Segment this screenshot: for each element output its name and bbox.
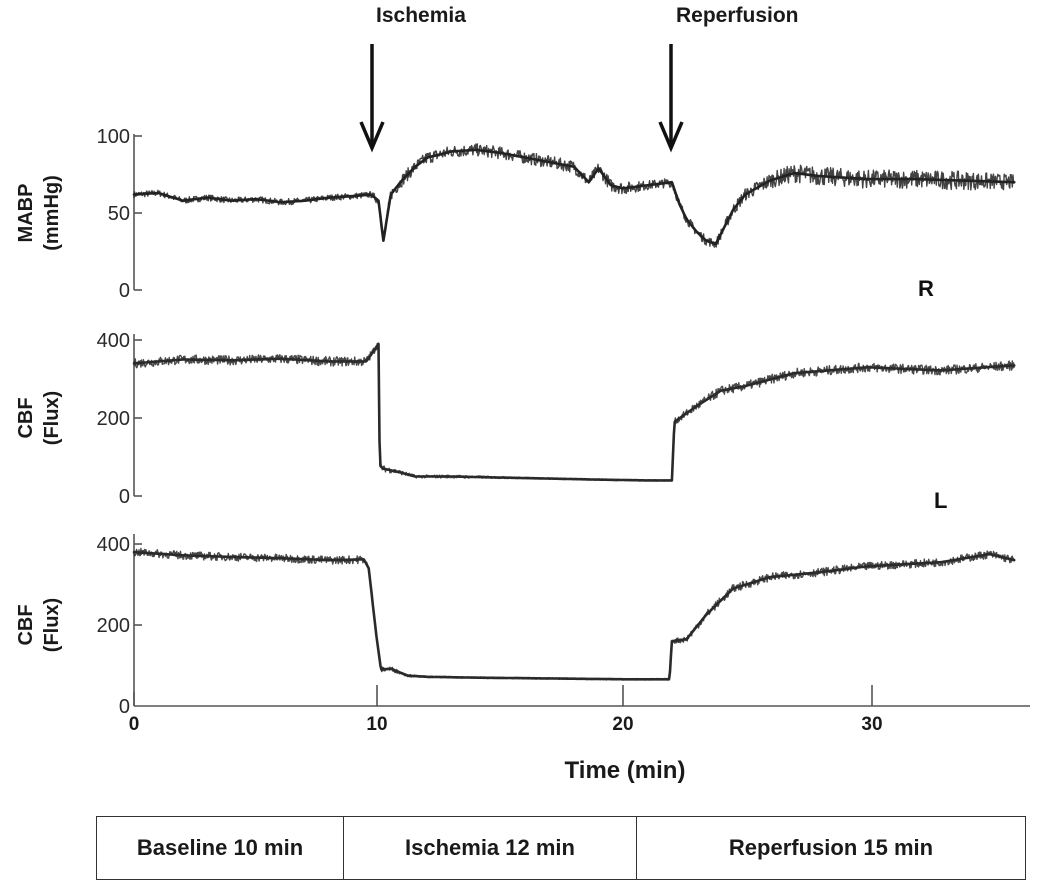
mabp-ytick-0: 0 — [119, 280, 130, 302]
ischemia-label: Ischemia — [376, 4, 466, 27]
xtick-10: 10 — [366, 714, 387, 735]
mabp-ytick-100: 100 — [97, 126, 130, 148]
cbf-l-ylabel-line2: (Flux) — [41, 598, 63, 652]
panel-label-l: L — [934, 488, 947, 513]
trace-noise-mabp — [133, 143, 1015, 248]
reperfusion-label: Reperfusion — [676, 4, 799, 27]
cbf-r-ytick-0: 0 — [119, 486, 130, 508]
panel-mabp: 0 50 100 MABP (mmHg) R — [15, 126, 1016, 302]
xtick-30: 30 — [861, 714, 882, 735]
ischemia-arrowhead — [359, 121, 385, 153]
mabp-trace — [132, 143, 1016, 248]
phase-baseline: Baseline 10 min — [136, 835, 304, 860]
cbf-l-ytick-200: 200 — [97, 615, 130, 637]
cbf-r-ytick-400: 400 — [97, 330, 130, 352]
xtick-20: 20 — [612, 714, 633, 735]
cbf-right-trace — [132, 342, 1016, 482]
cbf-l-ytick-0: 0 — [119, 696, 130, 718]
xtick-0: 0 — [129, 714, 140, 735]
cbf-left-trace — [132, 547, 1016, 681]
phase-ischemia: Ischemia 12 min — [343, 817, 636, 879]
mabp-ylabel-line2: (mmHg) — [41, 175, 63, 251]
x-axis: 0 10 20 30 Time (min) — [129, 685, 1030, 784]
cbf-r-ylabel-line1: CBF — [15, 397, 37, 438]
trace-line-mabp — [132, 148, 1016, 246]
trace-noise-cbf-r — [133, 342, 1015, 482]
cbf-l-ylabel-line1: CBF — [15, 604, 37, 645]
phase-table: Baseline 10 min Ischemia 12 min Reperfus… — [96, 816, 1026, 880]
panel-cbf-right: 0 200 400 CBF (Flux) L — [15, 330, 1016, 513]
trace-noise-cbf-l — [133, 547, 1015, 681]
reperfusion-arrowhead — [658, 121, 684, 153]
cbf-l-ytick-400: 400 — [97, 534, 130, 556]
mabp-ylabel-line1: MABP — [15, 184, 37, 243]
x-axis-title: Time (min) — [565, 757, 686, 784]
cbf-r-ylabel-line2: (Flux) — [41, 391, 63, 445]
phase-reperfusion: Reperfusion 15 min — [636, 817, 1025, 879]
cbf-r-ytick-200: 200 — [97, 408, 130, 430]
panel-cbf-left: 0 200 400 CBF (Flux) — [15, 534, 1016, 718]
trace-line-cbf-r — [132, 342, 1016, 482]
panel-label-r: R — [918, 276, 934, 301]
trace-line-cbf-l — [132, 550, 1016, 681]
mabp-ytick-50: 50 — [108, 203, 130, 225]
